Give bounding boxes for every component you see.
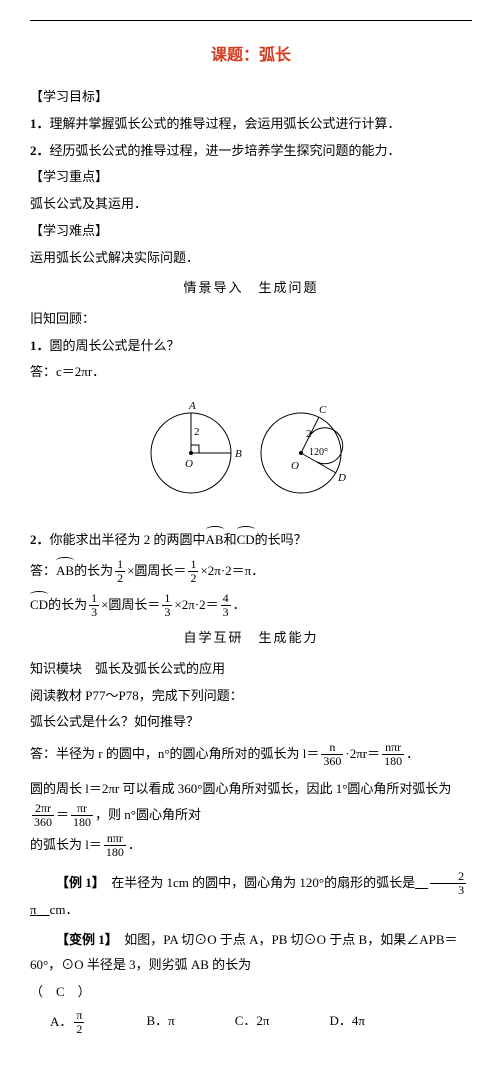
- variant-1-answer: （ C ）: [30, 980, 472, 1005]
- label-o1: O: [185, 458, 193, 470]
- q2-c: 的长吗？: [255, 532, 307, 547]
- frac-pr-180: πr180: [71, 802, 93, 830]
- label-b: B: [235, 448, 242, 460]
- q2b-mid: 的长为: [48, 597, 87, 612]
- q4c: ，则 n°圆心角所对: [95, 807, 201, 822]
- q4e: ．: [128, 837, 141, 852]
- scene-heading: 情景导入 生成问题: [30, 276, 472, 301]
- q4a: 圆的周长 l＝2πr 可以看成 360°圆心角所对弧长，因此 1°圆心角所对弧长…: [30, 781, 451, 796]
- q3: 弧长公式是什么？如何推导？: [30, 710, 472, 735]
- options-row: A．π2 B．π C．2π D．4π: [30, 1009, 472, 1037]
- q3-answer: 答：半径为 r 的圆中，n°的圆心角所对的弧长为 l＝n360·2πr＝nπr1…: [30, 741, 472, 769]
- q4-line1: 圆的周长 l＝2πr 可以看成 360°圆心角所对弧长，因此 1°圆心角所对弧长…: [30, 777, 472, 830]
- label-angle: 120°: [309, 447, 328, 458]
- q1-answer: 答：c＝2πr．: [30, 360, 472, 385]
- frac-2pr-360: 2πr360: [32, 802, 54, 830]
- frac-pi-2: π2: [74, 1009, 84, 1037]
- num-2: 2．: [30, 143, 50, 158]
- arc-ab-2: AB: [56, 559, 74, 584]
- lesson-title: 课题：弧长: [30, 41, 472, 71]
- arc-cd-2: CD: [30, 593, 48, 618]
- frac-2-3: 23: [430, 870, 466, 898]
- label-2a: 2: [194, 426, 200, 438]
- option-a: A．π2: [50, 1009, 86, 1037]
- q3a-end: ．: [406, 746, 419, 761]
- q4b: ＝: [56, 807, 69, 822]
- q4d: 的弧长为 l＝: [30, 837, 102, 852]
- q2-a: 你能求出半径为 2 的两圆中: [50, 532, 206, 547]
- focus-text: 弧长公式及其运用．: [30, 192, 472, 217]
- ex1-a: 在半径为 1cm 的圆中，圆心角为 120°的扇形的弧长是: [111, 875, 415, 890]
- q4-line2: 的弧长为 l＝nπr180．: [30, 832, 472, 860]
- frac-n-360: n360: [321, 741, 343, 769]
- difficulty-heading: 【学习难点】: [30, 219, 472, 244]
- goal-1: 1．理解并掌握弧长公式的推导过程，会运用弧长公式进行计算．: [30, 112, 472, 137]
- review-heading: 旧知回顾：: [30, 307, 472, 332]
- frac-1-2-b: 12: [188, 558, 198, 586]
- num-1: 1．: [30, 116, 50, 131]
- q2a-x1: ×圆周长＝: [127, 563, 186, 578]
- ex1-pi: π: [30, 902, 37, 917]
- ex1-b: cm．: [50, 902, 79, 917]
- label-o2: O: [291, 460, 299, 472]
- q2-b: 和: [224, 532, 237, 547]
- option-b: B．π: [146, 1009, 174, 1037]
- goals-heading: 【学习目标】: [30, 85, 472, 110]
- frac-1-3-a: 13: [89, 592, 99, 620]
- reading: 阅读教材 P77～P78，完成下列问题：: [30, 684, 472, 709]
- arc-cd-1: CD: [237, 528, 255, 553]
- module-heading: 知识模块 弧长及弧长公式的应用: [30, 657, 472, 682]
- self-study-heading: 自学互研 生成能力: [30, 626, 472, 651]
- q2: 2．你能求出半径为 2 的两圆中AB和CD的长吗？: [30, 528, 472, 553]
- label-a: A: [188, 400, 196, 412]
- q2a-x2: ×2π·2＝π．: [200, 563, 264, 578]
- difficulty-text: 运用弧长公式解决实际问题．: [30, 246, 472, 271]
- q2-ans-ab: 答：AB的长为12×圆周长＝12×2π·2＝π．: [30, 558, 472, 586]
- q1-text: 圆的周长公式是什么？: [50, 338, 180, 353]
- q2-num: 2．: [30, 532, 50, 547]
- goal-2: 2．经历弧长公式的推导过程，进一步培养学生探究问题的能力．: [30, 139, 472, 164]
- goal-1-text: 理解并掌握弧长公式的推导过程，会运用弧长公式进行计算．: [50, 116, 401, 131]
- goal-2-text: 经历弧长公式的推导过程，进一步培养学生探究问题的能力．: [50, 143, 401, 158]
- option-c: C．2π: [235, 1009, 270, 1037]
- frac-npr-180-1: nπr180: [382, 741, 404, 769]
- variant-1: 【变例 1】 如图，PA 切⊙O 于点 A，PB 切⊙O 于点 B，如果∠APB…: [30, 928, 472, 977]
- ex1-h: 【例 1】: [56, 875, 98, 890]
- example-1: 【例 1】 在半径为 1cm 的圆中，圆心角为 120°的扇形的弧长是 23π …: [30, 870, 472, 923]
- top-rule: [30, 20, 472, 21]
- frac-4-3: 43: [221, 592, 231, 620]
- label-2b: 2: [306, 428, 312, 440]
- q1: 1．圆的周长公式是什么？: [30, 334, 472, 359]
- q3a-mid: ·2πr＝: [345, 746, 380, 761]
- q3a-pre: 答：半径为 r 的圆中，n°的圆心角所对的弧长为 l＝: [30, 746, 319, 761]
- var1-h: 【变例 1】: [56, 932, 111, 947]
- q2b-x2: ×2π·2＝: [174, 597, 218, 612]
- label-d: D: [337, 472, 346, 484]
- frac-1-2-a: 12: [115, 558, 125, 586]
- circles-figure: A B O 2 C D O 2 120°: [30, 395, 472, 514]
- q1-num: 1．: [30, 338, 50, 353]
- opt-a-label: A．: [50, 1014, 72, 1029]
- frac-npr-180-2: nπr180: [104, 832, 126, 860]
- arc-ab-1: AB: [206, 528, 224, 553]
- frac-1-3-b: 13: [162, 592, 172, 620]
- q2b-end: ．: [233, 597, 246, 612]
- focus-heading: 【学习重点】: [30, 165, 472, 190]
- q2b-x1: ×圆周长＝: [101, 597, 160, 612]
- label-c: C: [319, 404, 327, 416]
- q2a-mid: 的长为: [74, 563, 113, 578]
- q2-ans-cd: CD的长为13×圆周长＝13×2π·2＝43．: [30, 592, 472, 620]
- q2a-pre: 答：: [30, 563, 56, 578]
- option-d: D．4π: [329, 1009, 364, 1037]
